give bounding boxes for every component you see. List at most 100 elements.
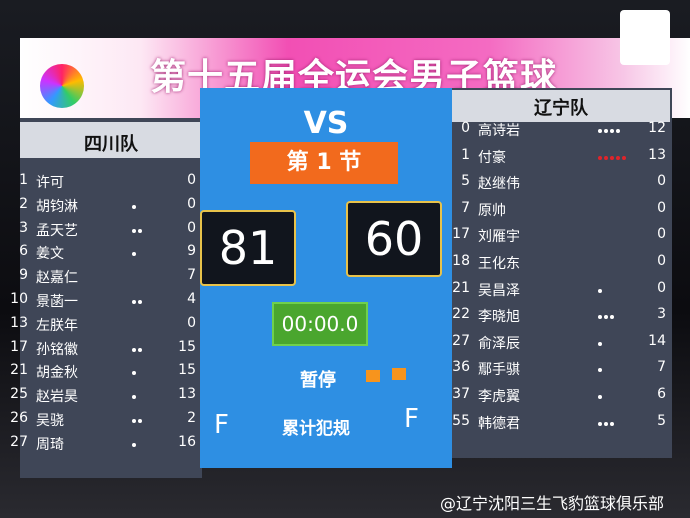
player-name: 孟天艺	[36, 222, 78, 239]
player-row: 21 吴昌泽 0	[452, 280, 670, 302]
player-number: 36	[452, 359, 470, 376]
player-name: 左朕年	[36, 317, 78, 334]
away-header	[452, 90, 670, 122]
player-number: 2	[19, 195, 28, 212]
foul-dots	[132, 196, 172, 218]
player-points: 9	[187, 243, 196, 260]
foul-dot	[132, 395, 136, 400]
player-points: 5	[657, 412, 666, 429]
player-points: 3	[657, 306, 666, 323]
player-points: 6	[657, 386, 666, 402]
foul-dots	[598, 253, 638, 275]
timeout-label: 暂停	[300, 370, 336, 391]
player-number: 22	[452, 306, 470, 323]
player-row: 0 高诗岩 12	[452, 120, 670, 142]
foul-dot	[598, 368, 602, 373]
foul-dot	[598, 421, 602, 426]
player-name: 刘雁宇	[478, 229, 520, 246]
player-number: 9	[19, 267, 28, 284]
player-name: 李虎翼	[478, 389, 520, 405]
foul-dot	[138, 347, 142, 352]
player-row: 17 刘雁宇 0	[452, 226, 670, 248]
player-name: 韩德君	[478, 415, 520, 432]
player-name: 赵岩昊	[36, 389, 78, 406]
foul-dot	[604, 421, 608, 426]
player-number: 18	[452, 253, 470, 269]
player-row: 2 胡钧淋 0	[19, 195, 200, 218]
home-team-fouls: F	[214, 410, 229, 440]
player-name: 付豪	[478, 149, 506, 166]
player-number: 27	[10, 433, 28, 450]
foul-dots	[132, 291, 172, 313]
emblem	[620, 10, 670, 65]
player-points: 14	[648, 332, 666, 349]
player-row: 27 俞泽辰 14	[452, 333, 670, 355]
home-panel	[20, 118, 202, 478]
player-name: 赵继伟	[478, 176, 520, 193]
player-points: 13	[648, 146, 666, 163]
player-number: 6	[19, 243, 28, 260]
player-number: 55	[452, 412, 470, 429]
foul-dot	[604, 129, 608, 133]
player-row: 13 左朕年 0	[10, 315, 200, 337]
foul-dot	[622, 155, 626, 160]
foul-dots	[132, 434, 172, 456]
player-name: 吴骁	[36, 413, 64, 429]
foul-dots	[598, 306, 638, 328]
home-header	[20, 122, 202, 158]
player-points: 0	[657, 173, 666, 190]
player-points: 2	[187, 410, 196, 426]
foul-dots	[132, 243, 172, 265]
foul-dots	[132, 339, 172, 361]
player-row: 7 原帅 0	[452, 200, 670, 222]
foul-dot	[610, 129, 614, 133]
player-number: 3	[19, 219, 28, 236]
away-team-fouls: F	[404, 404, 419, 434]
player-name: 姜文	[36, 246, 64, 263]
player-number: 21	[452, 279, 470, 296]
player-points: 0	[187, 172, 196, 188]
player-name: 王化东	[478, 256, 520, 272]
home-score: 81	[200, 210, 296, 286]
foul-dot	[138, 228, 142, 233]
timeout-indicator	[366, 370, 380, 382]
player-number: 1	[19, 172, 28, 188]
foul-dots	[598, 173, 638, 195]
foul-dot	[616, 129, 620, 133]
away-score: 60	[346, 201, 442, 277]
player-points: 7	[187, 267, 196, 284]
foul-dots	[132, 410, 172, 432]
foul-dot	[132, 347, 136, 352]
foul-dots	[598, 147, 638, 169]
player-points: 13	[178, 386, 196, 403]
player-name: 景菡一	[36, 294, 78, 310]
player-name: 胡金秋	[36, 365, 78, 382]
player-row: 18 王化东 0	[452, 253, 670, 275]
away-panel	[450, 88, 672, 458]
logo	[40, 64, 84, 108]
player-points: 0	[187, 195, 196, 212]
foul-dot	[138, 419, 142, 423]
player-points: 0	[187, 219, 196, 236]
player-row: 1 许可 0	[19, 172, 200, 194]
foul-dots	[598, 359, 638, 381]
player-name: 俞泽辰	[478, 335, 520, 352]
foul-dot	[598, 395, 602, 399]
player-row: 22 李晓旭 3	[452, 306, 670, 328]
player-points: 12	[648, 120, 666, 136]
player-row: 3 孟天艺 0	[19, 219, 200, 242]
player-points: 0	[657, 226, 666, 243]
foul-dots	[132, 386, 172, 408]
home-team-name: 四川队	[84, 134, 138, 155]
foul-dot	[598, 315, 602, 320]
player-row: 26 吴骁 2	[10, 410, 200, 432]
foul-dot	[598, 155, 602, 160]
foul-dot	[132, 252, 136, 257]
player-name: 吴昌泽	[478, 282, 520, 299]
player-number: 27	[452, 332, 470, 349]
player-name: 鄢手骐	[478, 362, 520, 379]
player-row: 1 付豪 13	[452, 147, 670, 169]
foul-dot	[132, 228, 136, 233]
foul-dot	[598, 288, 602, 293]
